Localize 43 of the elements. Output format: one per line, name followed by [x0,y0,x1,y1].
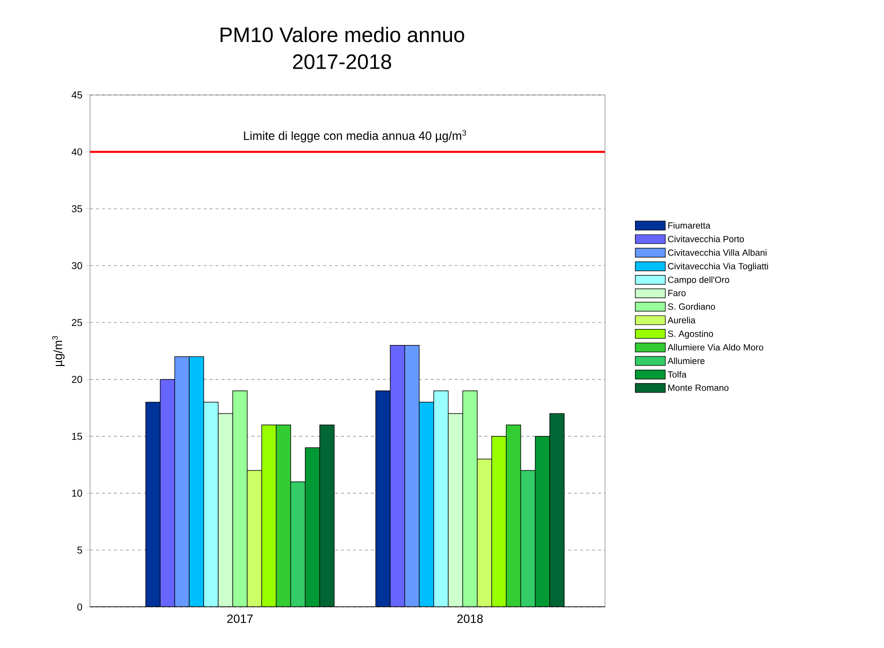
bar [418,402,434,607]
legend-label: S. Gordiano [668,303,716,310]
bar [390,344,406,607]
bar [174,356,190,607]
y-tick-label: 35 [72,205,82,212]
bar [304,447,320,607]
chart-title: PM10 Valore medio annuo [220,26,464,42]
legend-label: Faro [668,290,686,296]
y-tick-label: 0 [77,603,82,611]
bar [448,413,464,607]
legend-label: Fiumaretta [668,222,710,229]
bar [276,424,292,607]
ref-line-label: Limite di legge con media annua 40 µg/m$^{3}$ [244,130,466,142]
bar [218,413,234,607]
y-tick-label: 10 [72,490,82,497]
bar [188,356,204,607]
legend-label: Civitavecchia Villa Albani [668,249,766,256]
legend-label: Allumiere [668,357,705,364]
bar [404,344,420,607]
y-axis-title: µg/m$^{3}$ [52,336,65,366]
legend-label: Civitavecchia Via Togliatti [668,262,768,272]
y-tick-label: 15 [72,432,82,440]
legend-label: Civitavecchia Porto [668,236,744,242]
legend-label: Tolfa [668,371,687,378]
legend-label: Allumiere Via Aldo Moro [668,344,764,350]
y-tick-label: 40 [72,148,82,156]
y-tick-label: 5 [77,546,82,554]
legend-label: Campo dell'Oro [668,276,730,285]
bar [160,379,176,607]
y-tick-label: 45 [72,92,82,98]
bar [534,436,550,607]
x-tick-label: 2017 [227,614,253,623]
x-tick-label: 2018 [457,614,483,623]
y-tick-label: 20 [72,376,82,383]
bar [246,470,262,607]
bar [476,458,492,607]
legend-label: Monte Romano [668,384,728,391]
y-tick-label: 30 [72,262,82,270]
y-tick-label: 25 [72,319,82,326]
bar [506,424,522,607]
legend-label: S. Agostino [668,330,714,339]
chart-subtitle: 2017-2018 [293,54,392,70]
legend-label: Aurelia [668,316,696,324]
